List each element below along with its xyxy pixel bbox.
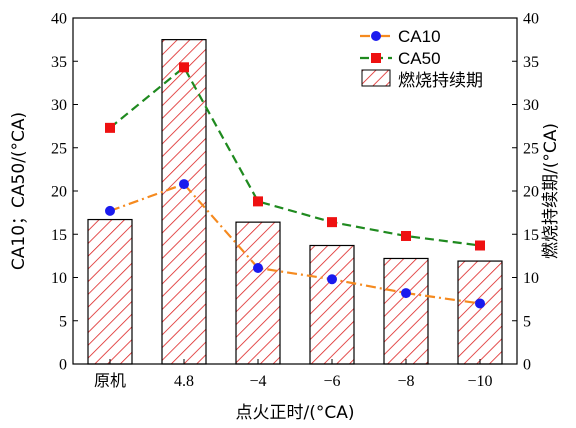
x-tick-label-5: −10 [467, 373, 492, 390]
x-tick-label-3: −6 [323, 373, 340, 390]
line-ca50 [109, 65, 481, 247]
lines-layer [105, 62, 485, 309]
right-tick-label-6: 30 [523, 97, 539, 114]
right-tick-label-4: 20 [523, 184, 539, 201]
right-tick-label-1: 5 [523, 313, 531, 330]
point-ca10-2 [253, 262, 263, 273]
left-tick-label-4: 20 [51, 184, 67, 201]
right-tick-label-7: 35 [523, 54, 539, 71]
left-tick-label-6: 30 [51, 97, 67, 114]
line-ca10 [109, 182, 481, 305]
legend: CA10 CA50 燃烧持续期 [360, 27, 483, 90]
point-ca50-2 [253, 196, 263, 207]
point-ca10-1 [179, 179, 189, 190]
right-tick-label-2: 10 [523, 270, 539, 287]
ticks-layer: 0 0 5 5 10 10 15 15 20 20 25 25 30 30 35 35 40 40 原机 4.8 −4 −… [51, 11, 539, 391]
left-tick-label-0: 0 [59, 357, 67, 374]
bar-duration-2 [235, 221, 281, 365]
x-tick-label-4: −8 [397, 373, 414, 390]
right-tick-label-5: 25 [523, 140, 539, 157]
bar-duration-4 [383, 257, 429, 365]
left-tick-label-2: 10 [51, 270, 67, 287]
right-tick-label-3: 15 [523, 227, 539, 244]
legend-swatch-duration [361, 69, 391, 87]
point-ca50-5 [475, 240, 485, 251]
point-ca50-0 [105, 122, 115, 133]
point-ca50-1 [179, 62, 189, 73]
left-tick-label-7: 35 [51, 54, 67, 71]
legend-label-combustion-duration: 燃烧持续期 [398, 71, 483, 90]
point-ca10-5 [475, 298, 485, 309]
right-y-axis-title: 燃烧持续期/(°CA) [541, 123, 561, 259]
bar-duration-5 [457, 260, 503, 365]
bars-layer [87, 39, 503, 365]
point-ca50-3 [327, 217, 337, 228]
left-tick-label-1: 5 [59, 313, 67, 330]
x-axis-title: 点火正时/(°CA) [236, 403, 355, 423]
bar-duration-3 [309, 244, 355, 365]
legend-marker-ca50 [371, 53, 381, 63]
left-tick-label-8: 40 [51, 11, 67, 28]
point-ca10-3 [327, 274, 337, 285]
point-ca10-4 [401, 288, 411, 299]
x-tick-label-0: 原机 [94, 372, 126, 390]
right-tick-label-8: 40 [523, 11, 539, 28]
x-tick-label-1: 4.8 [174, 373, 194, 390]
legend-marker-ca10 [371, 31, 381, 41]
right-tick-label-0: 0 [523, 357, 531, 374]
legend-label-duration: CA50 [398, 49, 441, 68]
point-ca50-4 [401, 230, 411, 241]
x-tick-label-2: −4 [249, 373, 266, 390]
left-tick-label-3: 15 [51, 227, 67, 244]
plot-frame [72, 17, 518, 365]
left-tick-label-5: 25 [51, 140, 67, 157]
left-y-axis-title: CA10；CA50/(°CA) [9, 112, 29, 270]
point-ca10-0 [105, 205, 115, 216]
legend-label-ca10: CA10 [398, 27, 441, 46]
bar-duration-0 [87, 218, 133, 365]
